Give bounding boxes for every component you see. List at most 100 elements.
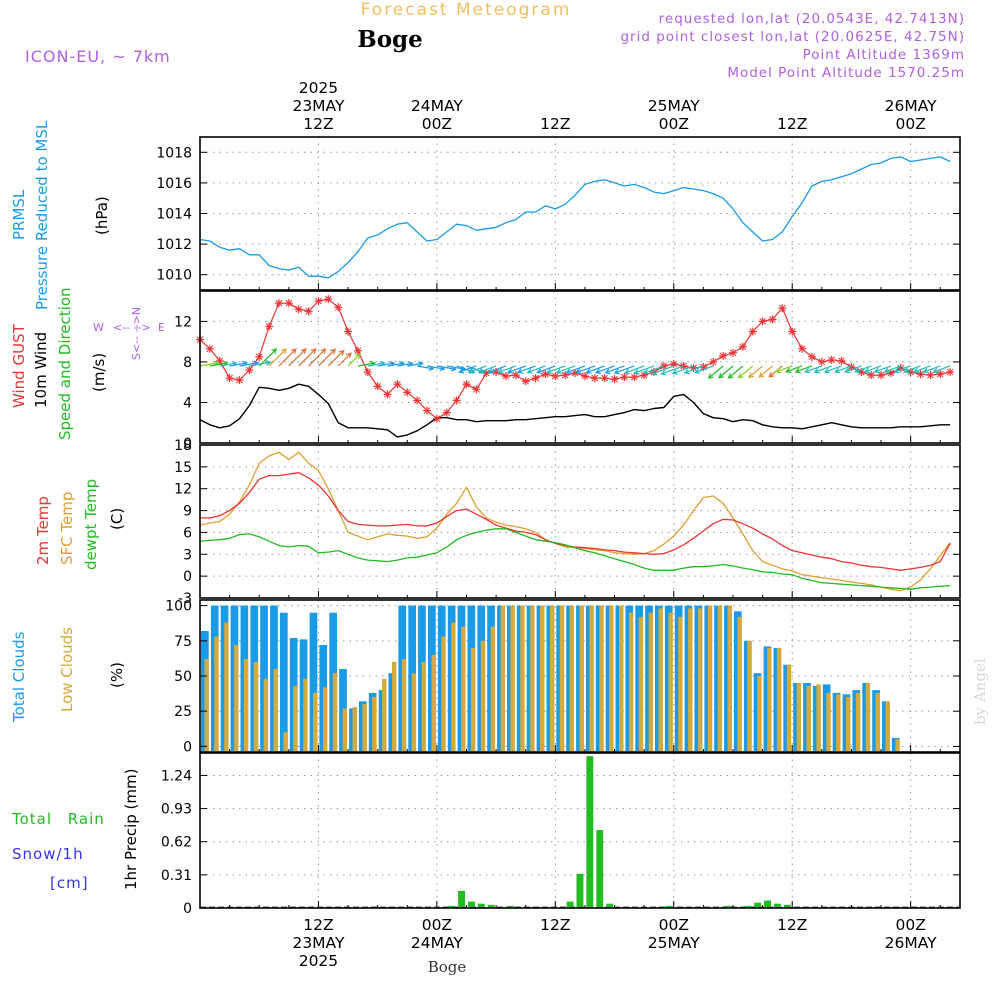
low-cloud-bar-15 xyxy=(352,707,357,751)
low-cloud-bar-61 xyxy=(806,685,811,751)
low-cloud-bar-4 xyxy=(243,659,249,751)
gust-marker-d2 xyxy=(384,391,391,398)
ytick-label-temperature-1: 0 xyxy=(183,569,192,585)
wind-arrow-head xyxy=(863,367,871,374)
wind-arrow-57 xyxy=(748,365,763,379)
gust-marker-1 xyxy=(205,344,214,353)
pressure-label-prmsl: PRMSL xyxy=(10,189,28,240)
wind-arrow-shaft xyxy=(795,365,813,373)
wind-arrow-13 xyxy=(327,349,345,367)
wind-arrow-head xyxy=(737,372,744,379)
gust-marker-13 xyxy=(324,295,333,304)
gust-marker-d2 xyxy=(305,307,312,315)
wind-arrow-head xyxy=(497,368,504,374)
gust-marker-64 xyxy=(827,355,836,364)
wind-arrow-head xyxy=(694,368,701,374)
wind-arrow-shaft xyxy=(758,365,773,378)
gust-marker-d2 xyxy=(443,409,451,416)
panel-frame-precip xyxy=(199,752,961,909)
gust-marker-6 xyxy=(255,352,264,361)
gust-marker-24 xyxy=(432,414,441,423)
panel-frame-temperature xyxy=(199,444,961,599)
ytick-label-wind-0: 0 xyxy=(183,436,192,452)
wind-arrow-shaft xyxy=(199,362,219,367)
wind-arrow-73 xyxy=(903,365,921,374)
gust-marker-54 xyxy=(728,348,737,357)
dewpt-line xyxy=(199,528,951,590)
wind-arrow-shaft xyxy=(738,365,754,379)
wind-arrow-head xyxy=(650,369,657,376)
bottom-time-label-4-0: 12Z xyxy=(777,916,807,934)
gust-marker-d2 xyxy=(709,358,717,366)
wind-arrow-shaft xyxy=(933,365,951,373)
wind-arrow-head xyxy=(290,348,297,354)
ytick-label-temperature-7: 18 xyxy=(174,438,192,454)
rain-bar-39 xyxy=(586,756,594,907)
gust-marker-53 xyxy=(719,351,728,360)
total-cloud-bar-6 xyxy=(260,605,268,751)
gust-marker-19 xyxy=(383,390,392,399)
wind-label-speed-dir: Speed and Direction xyxy=(56,287,74,440)
wind-arrow-shaft xyxy=(298,348,317,367)
requested-coords: requested lon,lat (20.0543E, 42.7413N) xyxy=(659,11,965,27)
low-cloud-bar-37 xyxy=(569,605,574,751)
gust-marker-21 xyxy=(403,388,412,397)
ytick-label-clouds-2: 50 xyxy=(174,669,192,685)
wind-arrow-shaft xyxy=(288,348,307,367)
wind-arrow-shaft xyxy=(864,365,882,373)
wind-arrow-head xyxy=(932,367,939,374)
wind-arrow-66 xyxy=(834,365,852,374)
wind-arrow-shaft xyxy=(651,365,674,375)
low-cloud-bar-50 xyxy=(698,608,703,751)
low-cloud-bar-66 xyxy=(855,692,861,751)
ytick-label-temperature-5: 12 xyxy=(174,482,192,498)
gust-marker-56 xyxy=(748,327,757,336)
rain-bar-57 xyxy=(764,900,771,907)
low-cloud-bar-70 xyxy=(895,739,900,751)
wind-arrow-head xyxy=(585,368,592,374)
wind-arrow-shaft xyxy=(537,365,556,374)
pressure-label-unit: (hPa) xyxy=(93,196,111,235)
low-cloud-bar-5 xyxy=(253,661,259,751)
gust-marker-75 xyxy=(936,370,945,379)
low-cloud-bar-18 xyxy=(382,678,387,751)
gust-marker-59 xyxy=(778,304,787,313)
low-cloud-bar-35 xyxy=(549,605,555,751)
ytick-label-clouds-4: 100 xyxy=(165,599,192,615)
wind-arrow-shaft xyxy=(614,365,635,374)
gust-marker-d2 xyxy=(700,363,707,371)
gust-marker-14 xyxy=(334,303,343,312)
top-time-label-0-0: 2025 xyxy=(299,79,338,97)
low-cloud-bar-17 xyxy=(372,697,377,751)
gust-marker-18 xyxy=(373,382,382,391)
wind-arrow-shaft xyxy=(527,365,546,374)
precip-labels: Total Rain Snow/1h [cm] 1hr Precip (mm) xyxy=(11,769,140,892)
low-cloud-bar-41 xyxy=(609,605,614,751)
wind-arrow-shaft xyxy=(814,365,832,373)
wind-arrow-43 xyxy=(604,365,625,375)
wind-arrow-head xyxy=(794,367,801,374)
wind-arrow-shaft xyxy=(894,365,911,373)
wind-arrow-head xyxy=(893,367,900,374)
wind-arrow-31 xyxy=(487,365,507,374)
footer-place: Boge xyxy=(428,958,467,976)
bottom-time-label-0-0: 12Z xyxy=(303,916,333,934)
wind-arrow-shaft xyxy=(517,365,536,373)
compass-e: E xyxy=(158,321,165,334)
gust-marker-73 xyxy=(916,370,925,379)
wind-arrow-head xyxy=(546,368,553,374)
gust-marker-d2 xyxy=(344,328,352,335)
wind-arrow-head xyxy=(683,368,690,375)
wind-arrow-9 xyxy=(288,348,307,367)
wind-arrow-head xyxy=(271,348,278,354)
wind-arrow-head xyxy=(467,368,474,374)
gust-marker-d2 xyxy=(354,347,362,355)
gust-marker-3 xyxy=(225,374,234,383)
wind-arrow-shaft xyxy=(835,365,852,373)
low-cloud-bar-34 xyxy=(540,605,545,751)
low-cloud-bar-27 xyxy=(470,647,476,751)
wind-arrow-shaft xyxy=(249,361,271,367)
low-cloud-bar-44 xyxy=(638,616,644,751)
wind-label-gust: Wind GUST xyxy=(10,323,28,408)
